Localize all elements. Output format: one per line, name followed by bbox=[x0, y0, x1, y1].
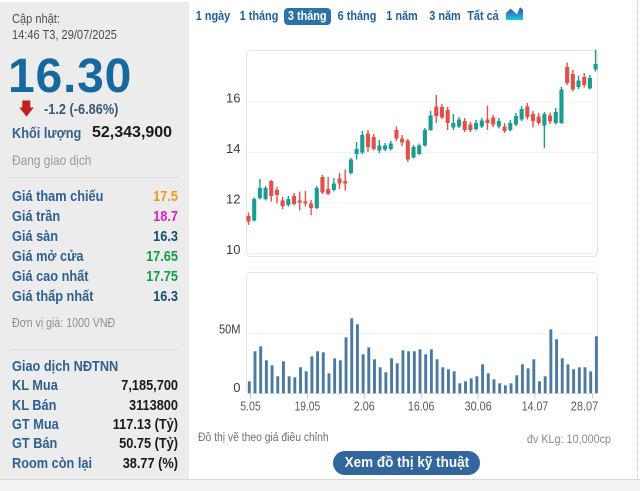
svg-text:14: 14 bbox=[226, 141, 240, 156]
svg-text:5.05: 5.05 bbox=[240, 399, 261, 414]
svg-text:30.06: 30.06 bbox=[465, 399, 492, 414]
svg-text:12: 12 bbox=[226, 192, 240, 207]
svg-text:10: 10 bbox=[226, 242, 240, 257]
svg-text:16.06: 16.06 bbox=[408, 399, 435, 414]
svg-text:28.07: 28.07 bbox=[571, 399, 599, 414]
svg-text:16: 16 bbox=[226, 91, 240, 106]
svg-text:50M: 50M bbox=[219, 322, 241, 337]
svg-text:19.05: 19.05 bbox=[295, 399, 321, 414]
svg-text:2.06: 2.06 bbox=[354, 399, 375, 414]
svg-text:0: 0 bbox=[233, 380, 240, 395]
svg-text:14.07: 14.07 bbox=[522, 399, 549, 414]
